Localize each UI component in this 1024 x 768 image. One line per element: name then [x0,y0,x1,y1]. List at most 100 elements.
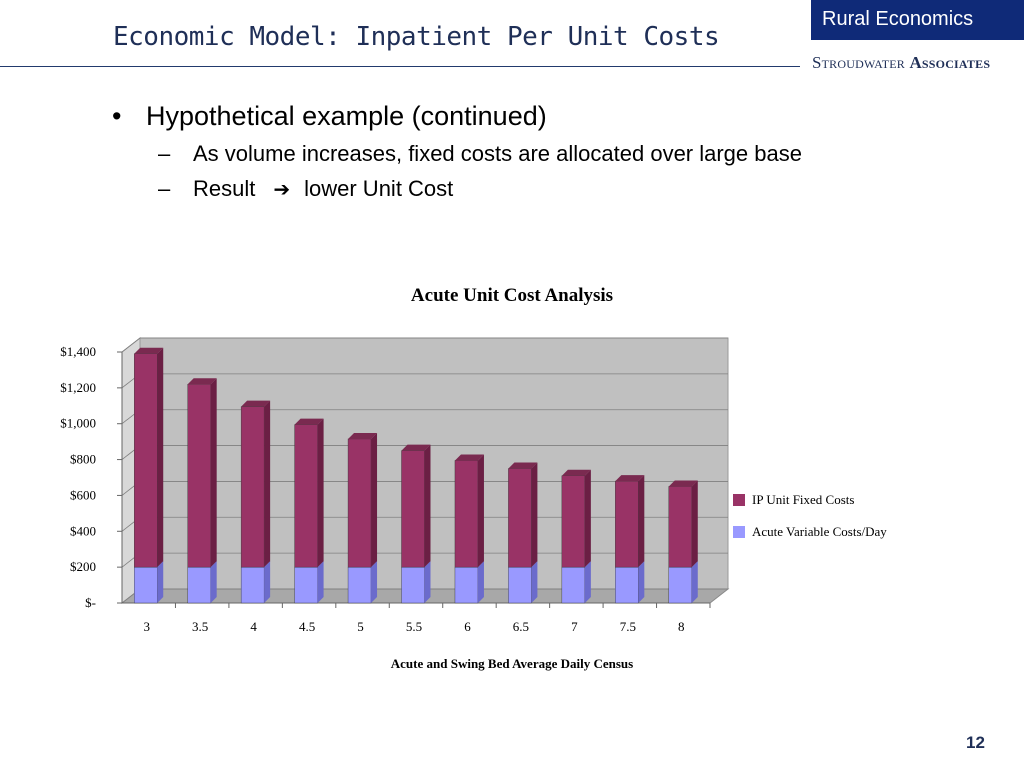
bar-variable-cost-side [584,561,591,603]
gridline [121,373,728,389]
right-arrow-icon: ➔ [273,179,291,201]
y-tick-label: $1,200 [60,380,96,395]
company-logo-first: Stroudwater [812,53,905,72]
bar-variable-cost-side [317,561,324,603]
bar-fixed-cost-side [531,462,538,568]
title-rule [0,66,800,67]
bar-fixed-cost [134,353,158,568]
x-tick-label: 6 [464,619,471,634]
bar-fixed-cost-top [508,462,538,469]
x-tick-label: 3 [143,619,150,634]
gridline [121,516,728,532]
bullet-dash: – [158,141,171,166]
brand-box: Rural Economics [811,0,1024,40]
bar-variable-cost-side [477,561,484,603]
legend-swatch [733,494,745,506]
x-tick-label: 6.5 [513,619,529,634]
x-tick-label: 4.5 [299,619,315,634]
bar-variable-cost-side [157,561,164,603]
y-tick-label: $400 [70,523,96,538]
bar-fixed-cost-side [691,480,698,568]
bar-fixed-cost-side [157,347,164,568]
bar-fixed-cost-side [371,432,378,568]
plot-floor [120,588,730,604]
chart-title: Acute Unit Cost Analysis [410,285,614,306]
x-tick-label: 7.5 [620,619,636,634]
bar-fixed-cost-top [668,480,698,487]
bar-fixed-cost-side [477,454,484,568]
legend-label: Acute Variable Costs/Day [752,524,887,539]
bar-fixed-cost-side [210,378,217,568]
bar-fixed-cost-top [454,454,484,461]
bar-fixed-cost [294,424,318,568]
bullet-dot: • [112,101,122,131]
slide-title: Economic Model: Inpatient Per Unit Costs [113,22,720,52]
legend-swatch [733,526,745,538]
legend-label: IP Unit Fixed Costs [752,492,854,507]
bar-variable-cost-side [264,561,271,603]
y-tick-label: $1,000 [60,416,96,431]
company-logo-second: Associates [909,53,991,72]
y-tick-label: $- [85,595,96,610]
plot-side-wall [121,336,141,605]
x-tick-label: 4 [250,619,257,634]
bar-variable-cost [668,566,692,604]
brand-box-label: Rural Economics [822,8,974,30]
company-logo: Stroudwater Associates [812,53,990,73]
plot-back-wall [139,337,729,590]
bar-fixed-cost-top [401,444,431,451]
bar-fixed-cost [508,468,532,568]
bar-fixed-cost-side [264,400,271,568]
y-tick-label: $800 [70,452,96,467]
gridline [121,409,728,425]
bar-fixed-cost-top [134,347,164,354]
gridline [121,588,728,604]
bar-variable-cost [615,566,639,604]
bar-variable-cost [561,566,586,604]
bullet-sub-1-text: As volume increases, fixed costs are all… [193,141,802,166]
bar-variable-cost [240,566,265,604]
x-tick-label: 7 [571,619,578,634]
bar-variable-cost [294,566,318,604]
bar-fixed-cost-top [241,400,271,407]
page-number: 12 [966,733,985,752]
bar-variable-cost [134,566,158,604]
bar-fixed-cost [347,438,372,568]
bar-variable-cost-side [371,561,378,603]
bar-variable-cost-side [210,561,217,603]
x-tick-label: 3.5 [192,619,208,634]
x-tick-label: 5 [357,619,364,634]
gridline [121,445,728,460]
bar-fixed-cost-top [187,378,217,385]
x-axis-label: Acute and Swing Bed Average Daily Census [391,656,633,671]
bar-fixed-cost [668,486,692,568]
y-tick-label: $600 [70,487,96,502]
gridline [121,552,728,568]
bar-fixed-cost-side [424,444,431,568]
bullet-sub-2-right: lower Unit Cost [304,176,454,201]
bar-variable-cost [454,566,479,604]
bar-fixed-cost [615,480,639,568]
bar-fixed-cost-top [294,418,324,425]
bar-variable-cost-side [638,561,645,603]
y-tick-label: $1,400 [60,344,96,359]
bar-variable-cost [347,566,372,604]
bar-variable-cost [187,566,211,604]
bar-fixed-cost [401,450,425,568]
bar-variable-cost-side [531,561,538,603]
bar-fixed-cost [561,475,586,568]
gridline [121,481,728,496]
bar-fixed-cost-side [317,418,324,568]
bar-variable-cost-side [424,561,431,603]
bar-fixed-cost-side [638,475,645,568]
bar-variable-cost-side [691,561,698,603]
gridline [121,337,728,353]
bar-fixed-cost-top [615,475,645,482]
bar-fixed-cost-side [584,469,591,568]
y-tick-label: $200 [70,559,96,574]
bar-fixed-cost [187,384,211,568]
bar-variable-cost [508,566,532,604]
bar-fixed-cost [240,406,265,568]
bullet-sub-2-line: Result ➔ lower Unit Cost [193,176,453,202]
bullet-dash: – [158,176,171,201]
